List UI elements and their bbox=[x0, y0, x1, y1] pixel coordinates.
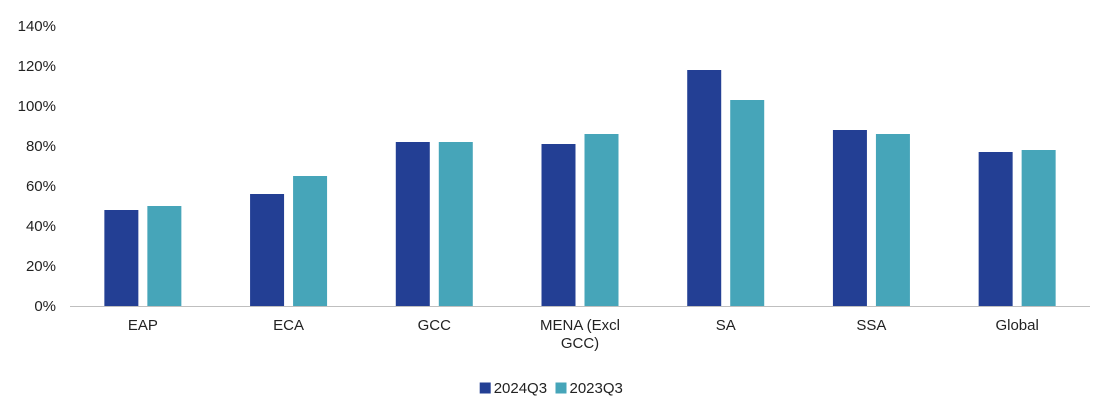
y-tick-label: 60% bbox=[26, 178, 56, 195]
x-category-label: ECA bbox=[273, 317, 304, 334]
bar-2024q3-1 bbox=[250, 194, 285, 306]
y-tick-label: 40% bbox=[26, 218, 56, 235]
x-category-label-line: GCC bbox=[418, 317, 452, 334]
x-category-label: GCC bbox=[418, 317, 452, 334]
bars bbox=[104, 70, 1056, 306]
x-category-label: SA bbox=[716, 317, 736, 334]
x-category-label-line: GCC) bbox=[561, 335, 599, 352]
bar-2023q3-4 bbox=[730, 100, 765, 306]
x-category-label-line: SA bbox=[716, 317, 736, 334]
bar-2023q3-2 bbox=[438, 142, 473, 306]
legend: 2024Q3 2023Q3 bbox=[479, 380, 623, 397]
bar-2024q3-6 bbox=[978, 152, 1013, 306]
x-category-label-line: MENA (Excl bbox=[540, 317, 620, 334]
x-axis: EAP ECA GCC MENA (Excl GCC) SA SSA Global bbox=[128, 317, 1039, 352]
x-category-label: SSA bbox=[856, 317, 886, 334]
bar-2023q3-5 bbox=[875, 134, 910, 306]
y-tick-label: 140% bbox=[18, 18, 56, 35]
bar-2024q3-5 bbox=[832, 130, 867, 306]
legend-swatch-2023q3 bbox=[555, 382, 567, 394]
y-tick-label: 0% bbox=[34, 298, 56, 315]
y-axis: 0% 20% 40% 60% 80% 100% 120% 140% bbox=[18, 18, 56, 315]
y-tick-label: 120% bbox=[18, 58, 56, 75]
x-category-label: Global bbox=[995, 317, 1038, 334]
y-tick-label: 20% bbox=[26, 258, 56, 275]
y-tick-label: 100% bbox=[18, 98, 56, 115]
x-category-label: MENA (Excl GCC) bbox=[540, 317, 620, 352]
x-category-label-line: ECA bbox=[273, 317, 304, 334]
x-category-label-line: EAP bbox=[128, 317, 158, 334]
bar-2023q3-6 bbox=[1021, 150, 1056, 306]
legend-label-2024q3: 2024Q3 bbox=[494, 380, 547, 397]
bar-2024q3-4 bbox=[687, 70, 722, 306]
x-category-label: EAP bbox=[128, 317, 158, 334]
bar-2023q3-3 bbox=[584, 134, 619, 306]
bar-2023q3-1 bbox=[293, 176, 328, 306]
bar-2024q3-0 bbox=[104, 210, 139, 306]
y-tick-label: 80% bbox=[26, 138, 56, 155]
x-category-label-line: Global bbox=[995, 317, 1038, 334]
legend-swatch-2024q3 bbox=[479, 382, 491, 394]
x-category-label-line: SSA bbox=[856, 317, 886, 334]
bar-2024q3-2 bbox=[395, 142, 430, 306]
bar-2024q3-3 bbox=[541, 144, 576, 306]
legend-label-2023q3: 2023Q3 bbox=[570, 380, 623, 397]
bar-2023q3-0 bbox=[147, 206, 182, 306]
